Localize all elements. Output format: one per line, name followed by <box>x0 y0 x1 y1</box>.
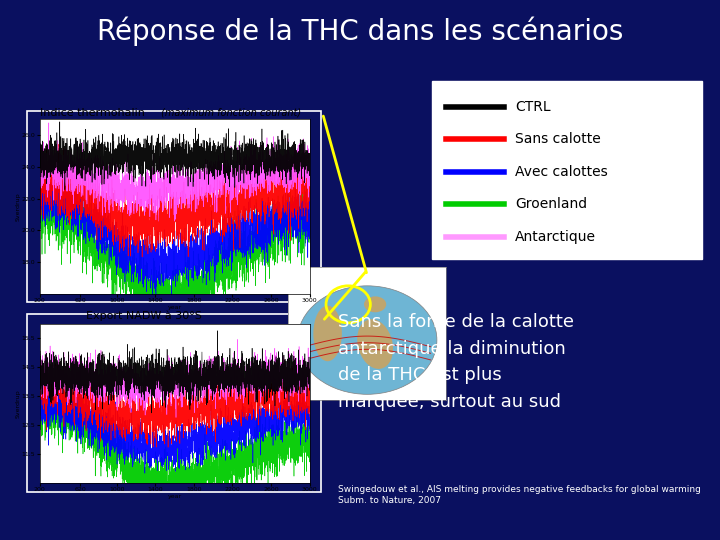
X-axis label: year: year <box>168 305 181 310</box>
Text: CTRL: CTRL <box>515 100 550 114</box>
Y-axis label: Sverdrup: Sverdrup <box>15 389 20 418</box>
Text: Réponse de la THC dans les scénarios: Réponse de la THC dans les scénarios <box>96 16 624 46</box>
Text: Sans calotte: Sans calotte <box>515 132 600 146</box>
Text: Swingedouw et al., AIS melting provides negative feedbacks for global warming
Su: Swingedouw et al., AIS melting provides … <box>338 485 701 505</box>
Text: (maximum fonction courant): (maximum fonction courant) <box>158 107 302 118</box>
Ellipse shape <box>297 286 437 394</box>
Ellipse shape <box>357 319 393 369</box>
Ellipse shape <box>364 296 386 312</box>
Text: Avec calottes: Avec calottes <box>515 165 608 179</box>
Y-axis label: Sverdrup: Sverdrup <box>15 192 20 221</box>
Ellipse shape <box>313 306 342 361</box>
Text: Sans la fonte de la calotte
antarctique la diminution
de la THC est plus
marquée: Sans la fonte de la calotte antarctique … <box>338 313 575 411</box>
Text: Groenland: Groenland <box>515 197 587 211</box>
Text: Antarctique: Antarctique <box>515 230 596 244</box>
Text: Indice thermohalin: Indice thermohalin <box>40 107 145 118</box>
X-axis label: year: year <box>168 494 181 499</box>
Text: Export NADW à 30°S: Export NADW à 30°S <box>86 311 202 321</box>
